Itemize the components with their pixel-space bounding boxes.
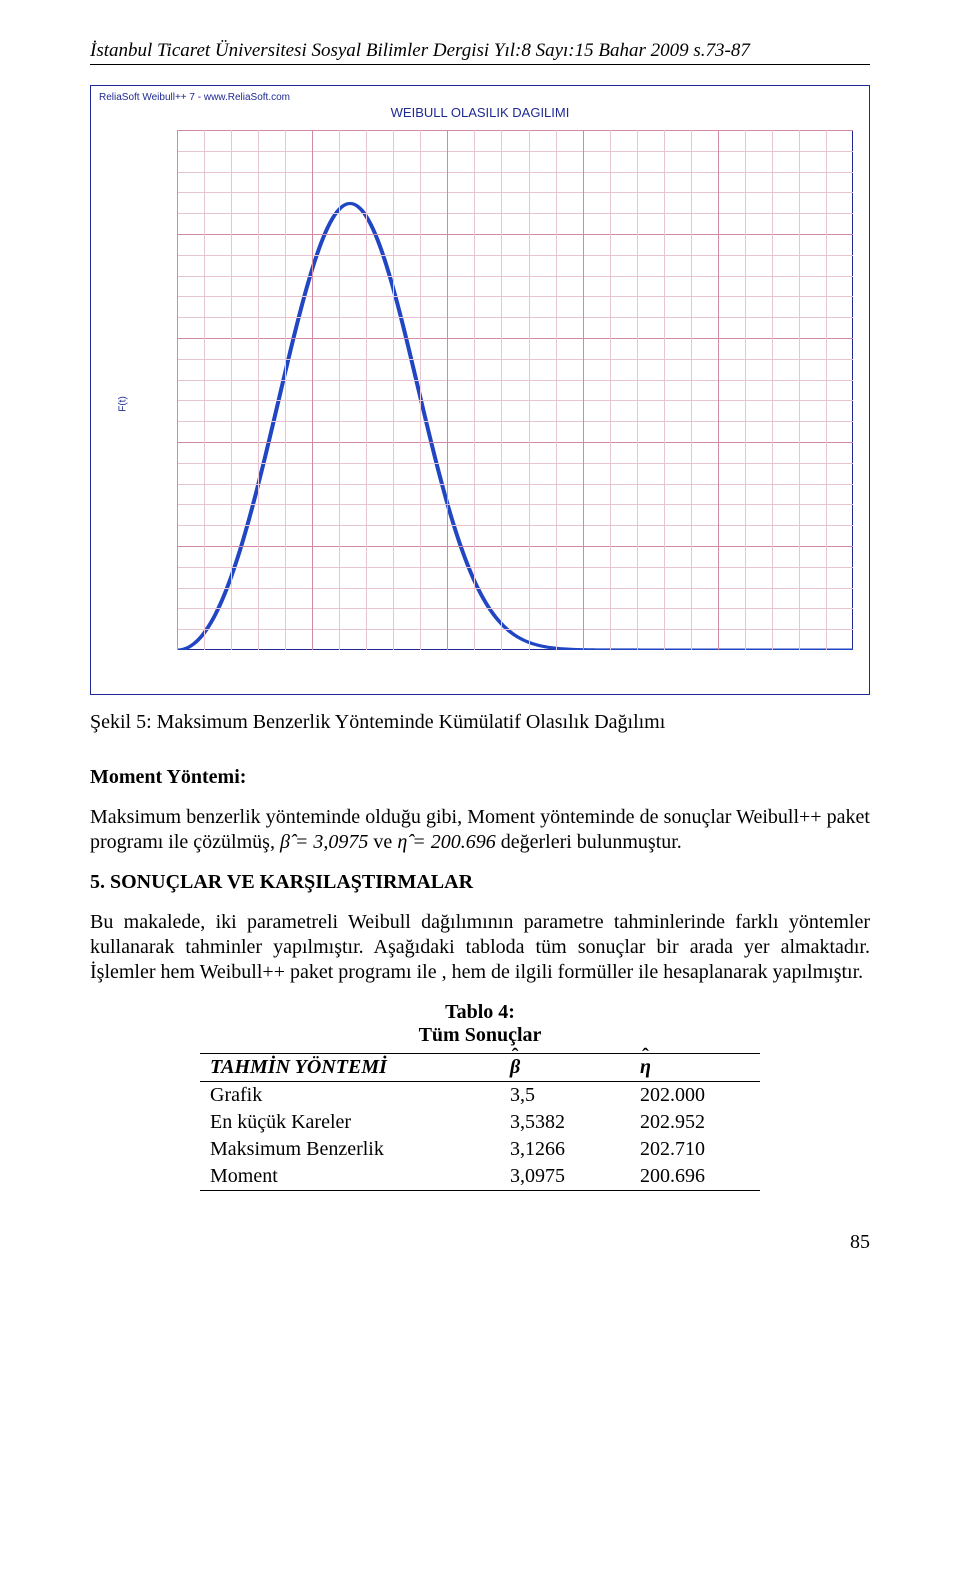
table-cell-method: Maksimum Benzerlik	[200, 1136, 500, 1163]
moment-beta-hat: β̂ = 3,0975	[280, 831, 368, 853]
table-cell-beta: 3,0975	[500, 1163, 630, 1191]
chart-software-tag: ReliaSoft Weibull++ 7 - www.ReliaSoft.co…	[99, 92, 863, 103]
table-caption-line1: Tablo 4:	[445, 1001, 515, 1023]
table-header-row: TAHMİN YÖNTEMİ β η	[200, 1054, 760, 1082]
section5-title: 5. SONUÇLAR VE KARŞILAŞTIRMALAR	[90, 871, 870, 894]
table-header-method: TAHMİN YÖNTEMİ	[200, 1054, 500, 1082]
table-row: Grafik 3,5 202.000	[200, 1082, 760, 1110]
table-cell-beta: 3,5	[500, 1082, 630, 1110]
figure-caption: Şekil 5: Maksimum Benzerlik Yönteminde K…	[90, 711, 870, 734]
moment-text-b: değerleri bulunmuştur.	[501, 831, 682, 853]
table-caption: Tablo 4: Tüm Sonuçlar	[90, 1001, 870, 1047]
table-cell-beta: 3,1266	[500, 1136, 630, 1163]
table-caption-line2: Tüm Sonuçlar	[419, 1024, 542, 1046]
table-cell-eta: 202.952	[630, 1109, 760, 1136]
table-cell-beta: 3,5382	[500, 1109, 630, 1136]
table-header-beta: β	[510, 1056, 520, 1078]
section5-paragraph: Bu makalede, iki parametreli Weibull dağ…	[90, 910, 870, 985]
table-row: En küçük Kareler 3,5382 202.952	[200, 1109, 760, 1136]
results-table: TAHMİN YÖNTEMİ β η Grafik 3,5 202.000 En…	[200, 1053, 760, 1191]
moment-paragraph: Maksimum benzerlik yönteminde olduğu gib…	[90, 805, 870, 855]
table-cell-eta: 202.710	[630, 1136, 760, 1163]
chart-plot-area: 0,0001,400E-62,800E-64,200E-65,600E-67,0…	[177, 130, 853, 650]
weibull-pdf-chart: ReliaSoft Weibull++ 7 - www.ReliaSoft.co…	[90, 85, 870, 695]
table-row: Maksimum Benzerlik 3,1266 202.710	[200, 1136, 760, 1163]
page-number: 85	[90, 1231, 870, 1254]
table-header-eta: η	[640, 1056, 651, 1078]
table-cell-method: Moment	[200, 1163, 500, 1191]
chart-title: WEIBULL OLASILIK DAGILIMI	[97, 105, 863, 120]
moment-section-title: Moment Yöntemi:	[90, 766, 870, 789]
running-head: İstanbul Ticaret Üniversitesi Sosyal Bil…	[90, 40, 870, 65]
chart-ylabel: F(t)	[117, 396, 128, 412]
table-cell-eta: 202.000	[630, 1082, 760, 1110]
table-cell-method: En küçük Kareler	[200, 1109, 500, 1136]
table-cell-method: Grafik	[200, 1082, 500, 1110]
moment-eta-hat: η̂ = 200.696	[397, 831, 495, 853]
moment-text-mid: ve	[373, 831, 397, 853]
table-row: Moment 3,0975 200.696	[200, 1163, 760, 1191]
table-cell-eta: 200.696	[630, 1163, 760, 1191]
